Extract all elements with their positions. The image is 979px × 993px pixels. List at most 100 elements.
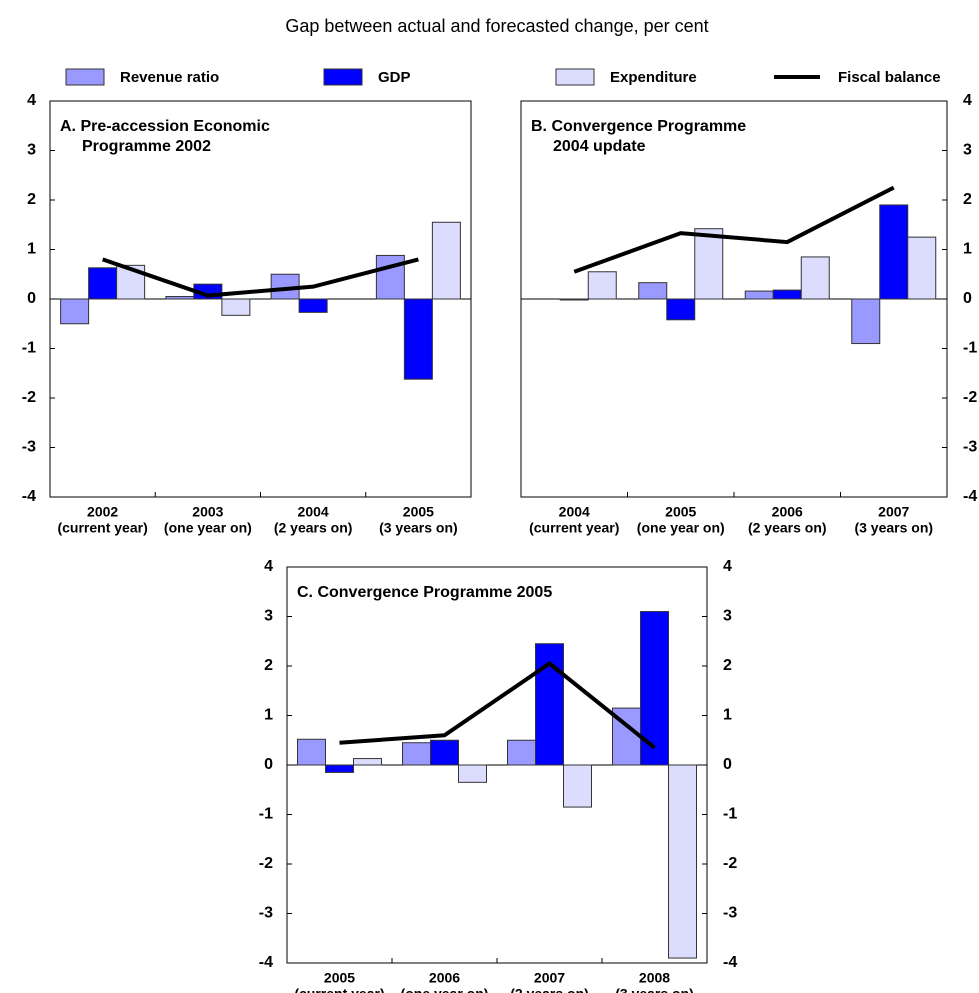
bar <box>375 254 405 300</box>
y-tick-label: -2 <box>259 855 273 872</box>
bar <box>458 764 487 783</box>
bar <box>744 290 774 300</box>
x-tick-note: (one year on) <box>401 986 489 993</box>
bar <box>221 298 251 316</box>
y-tick-label: -4 <box>723 954 737 971</box>
bar <box>325 764 354 773</box>
y-tick-label: 1 <box>264 707 273 724</box>
y-tick-label: 2 <box>27 191 36 208</box>
bar <box>165 296 195 300</box>
panel-title: A. Pre-accession Economic <box>60 118 270 135</box>
bar <box>907 236 937 300</box>
legend-swatch <box>323 68 363 86</box>
y-tick-label: 0 <box>264 756 273 773</box>
fiscal-line <box>101 257 419 298</box>
y-tick-label: -3 <box>963 439 977 456</box>
x-tick-label: 2007 <box>534 970 565 986</box>
y-tick-label: 4 <box>27 92 36 109</box>
x-tick-note: (2 years on) <box>510 986 589 993</box>
legend-swatch <box>65 68 105 86</box>
x-tick-label: 2006 <box>772 504 803 520</box>
bar <box>60 298 90 325</box>
y-tick-label: -4 <box>259 954 273 971</box>
y-tick-label: -1 <box>259 806 273 823</box>
bar <box>694 228 724 300</box>
bar <box>431 221 461 300</box>
y-tick-label: -2 <box>963 389 977 406</box>
x-tick-label: 2008 <box>639 970 670 986</box>
y-tick-label: -3 <box>723 905 737 922</box>
y-tick-label: 4 <box>264 558 273 575</box>
y-tick-label: 0 <box>723 756 732 773</box>
y-tick-label: 0 <box>27 290 36 307</box>
x-tick-label: 2004 <box>298 504 329 520</box>
x-tick-label: 2005 <box>403 504 434 520</box>
y-tick-label: -2 <box>723 855 737 872</box>
x-tick-note: (one year on) <box>637 520 725 536</box>
bar <box>298 298 328 313</box>
y-tick-label: -3 <box>22 439 36 456</box>
legend-label: Fiscal balance <box>838 69 941 86</box>
bar <box>668 764 697 959</box>
x-tick-note: (2 years on) <box>274 520 353 536</box>
y-tick-label: -3 <box>259 905 273 922</box>
y-tick-label: 4 <box>963 92 972 109</box>
bar <box>559 298 589 301</box>
fiscal-line <box>339 661 656 750</box>
legend-label: Expenditure <box>610 69 697 86</box>
bar <box>430 739 459 766</box>
panel-title: 2004 update <box>553 138 646 155</box>
bar <box>507 739 536 766</box>
x-tick-label: 2004 <box>559 504 590 520</box>
x-tick-label: 2005 <box>324 970 355 986</box>
y-tick-label: 3 <box>264 608 273 625</box>
bar <box>772 289 802 300</box>
y-tick-label: 3 <box>963 142 972 159</box>
y-tick-label: 1 <box>723 707 732 724</box>
x-tick-note: (one year on) <box>164 520 252 536</box>
y-tick-label: 2 <box>963 191 972 208</box>
x-tick-note: (2 years on) <box>748 520 827 536</box>
bar <box>638 282 668 300</box>
panel-title: Programme 2002 <box>82 138 211 155</box>
panel-title: C. Convergence Programme 2005 <box>297 584 552 601</box>
y-tick-label: -4 <box>22 488 36 505</box>
legend-label: Revenue ratio <box>120 69 219 86</box>
panel-title: B. Convergence Programme <box>531 118 746 135</box>
bar <box>800 256 830 300</box>
y-tick-label: 1 <box>27 241 36 258</box>
x-tick-label: 2005 <box>665 504 696 520</box>
bar <box>563 764 592 808</box>
y-tick-label: -1 <box>22 340 36 357</box>
y-tick-label: -4 <box>963 488 977 505</box>
bar <box>402 742 431 766</box>
x-tick-note: (current year) <box>294 986 384 993</box>
y-tick-label: -1 <box>963 340 977 357</box>
x-tick-label: 2002 <box>87 504 118 520</box>
bar <box>353 758 382 766</box>
bar <box>88 267 118 300</box>
x-tick-note: (3 years on) <box>615 986 694 993</box>
x-tick-label: 2003 <box>192 504 223 520</box>
bar <box>879 204 909 300</box>
bar <box>666 298 696 321</box>
y-tick-label: -2 <box>22 389 36 406</box>
y-tick-label: 1 <box>963 241 972 258</box>
y-tick-label: 4 <box>723 558 732 575</box>
x-tick-note: (3 years on) <box>854 520 933 536</box>
chart-title: Gap between actual and forecasted change… <box>285 16 708 36</box>
x-tick-note: (current year) <box>57 520 147 536</box>
bar <box>297 738 326 766</box>
x-tick-note: (3 years on) <box>379 520 458 536</box>
x-tick-label: 2006 <box>429 970 460 986</box>
y-tick-label: 0 <box>963 290 972 307</box>
legend-swatch <box>555 68 595 86</box>
x-tick-note: (current year) <box>529 520 619 536</box>
y-tick-label: 3 <box>27 142 36 159</box>
y-tick-label: -1 <box>723 806 737 823</box>
x-tick-label: 2007 <box>878 504 909 520</box>
y-tick-label: 2 <box>723 657 732 674</box>
bar <box>587 271 617 300</box>
y-tick-label: 3 <box>723 608 732 625</box>
